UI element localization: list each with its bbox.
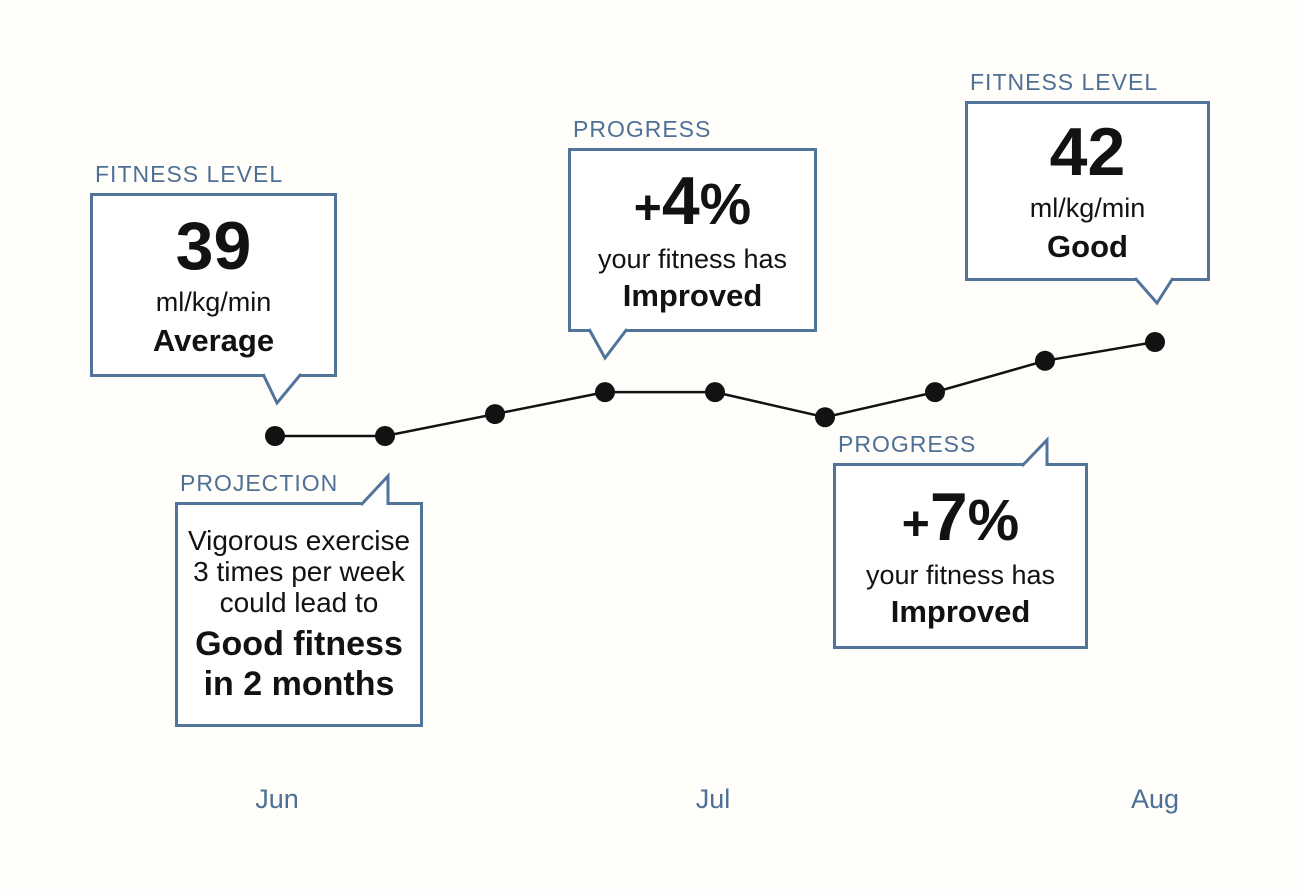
callout-progress-mid: PROGRESS +4% your fitness has Improved — [568, 116, 817, 332]
fitness-rating-end: Good — [1047, 228, 1128, 264]
callout-fitness-end: FITNESS LEVEL 42 ml/kg/min Good — [965, 69, 1210, 281]
progress-caption-bold: Improved — [622, 277, 763, 313]
progress-caption-bold: Improved — [890, 593, 1031, 629]
projection-text-line: Vigorous exercise — [187, 525, 411, 556]
callout-projection: PROJECTION Vigorous exercise 3 times per… — [175, 470, 423, 727]
progress-value-mid: +4% — [633, 163, 752, 240]
projection-outcome-line: in 2 months — [203, 665, 395, 703]
fitness-trend-line — [275, 340, 1156, 438]
callout-title: FITNESS LEVEL — [95, 161, 284, 187]
callout-title: PROJECTION — [180, 470, 339, 496]
fitness-value-end: 42 — [1049, 114, 1126, 191]
callout-title: PROGRESS — [838, 431, 977, 457]
plus-sign: + — [633, 182, 662, 236]
projection-text-line: could lead to — [219, 587, 379, 618]
x-tick-jun: Jun — [255, 784, 299, 814]
progress-value-end: +7% — [901, 479, 1020, 556]
progress-caption: your fitness has — [865, 560, 1056, 591]
data-point — [1145, 332, 1165, 353]
tail-fitness-end — [1133, 277, 1175, 306]
data-point — [1035, 350, 1055, 371]
x-tick-jul: Jul — [695, 784, 731, 814]
callout-progress-end: PROGRESS +7% your fitness has Improved — [833, 431, 1088, 649]
callout-fitness-start: FITNESS LEVEL 39 ml/kg/min Average — [90, 161, 337, 377]
x-tick-aug: Aug — [1130, 784, 1180, 814]
fitness-value-start: 39 — [175, 208, 252, 285]
fitness-rating-start: Average — [152, 322, 275, 358]
fitness-unit: ml/kg/min — [155, 287, 272, 318]
percent-sign: % — [699, 172, 752, 238]
progress-caption: your fitness has — [597, 244, 788, 275]
data-point — [925, 382, 945, 403]
data-point — [485, 404, 505, 425]
callout-title: PROGRESS — [573, 116, 712, 142]
tail-progress-mid — [587, 328, 629, 361]
fitness-unit: ml/kg/min — [1029, 193, 1146, 224]
plus-sign: + — [901, 498, 930, 552]
data-point — [375, 426, 395, 446]
projection-text-line: 3 times per week — [193, 556, 405, 587]
data-point — [815, 407, 835, 428]
data-point — [265, 426, 285, 446]
percent-sign: % — [967, 488, 1020, 554]
tail-projection — [359, 472, 390, 507]
data-point — [595, 382, 615, 403]
tail-fitness-start — [261, 373, 303, 406]
projection-outcome-line: Good fitness — [195, 625, 403, 663]
callout-title: FITNESS LEVEL — [970, 69, 1159, 95]
data-point — [705, 382, 725, 403]
